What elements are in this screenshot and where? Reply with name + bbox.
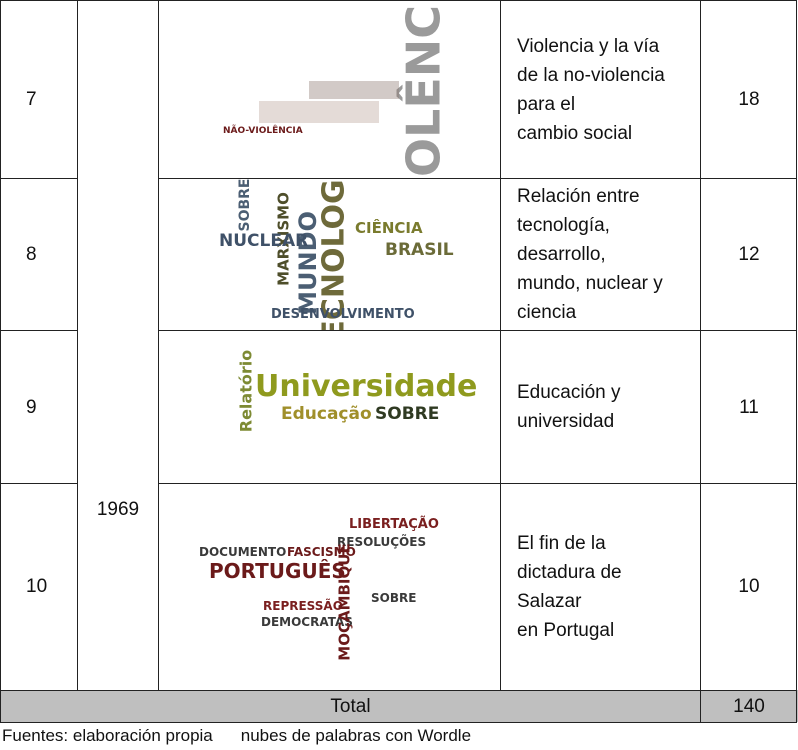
cloud-filler [259,101,379,123]
topic: Educación y universidad [501,331,700,483]
topic: El fin de la dictadura de Salazar en Por… [501,484,700,690]
cloud-word: DESENVOLVIMENTO [271,307,415,322]
topic-line: Salazar [517,587,581,616]
topic-line: Educación y [517,378,621,407]
cloud-word: SOBRE [237,179,253,232]
footnote-source: Fuentes: elaboración propia [2,726,213,745]
cloud-word: CIÊNCIA [355,218,423,237]
cloud-word: Relatório [237,350,256,432]
cloud-word: SOBRE [375,404,439,424]
word-cloud: LIBERTAÇÃO RESOLUÇÕES DOCUMENTO FASCISMO… [159,484,500,690]
topic: Violencia y la vía de la no-violencia pa… [501,1,700,178]
cloud-word: Educação [281,404,372,424]
total-label: Total [1,691,700,722]
row-number: 7 [26,80,37,120]
border [0,178,78,179]
cloud-word: SOBRE [371,591,416,605]
row-number: 8 [26,235,37,275]
cloud-word: REPRESSÃO [263,598,343,613]
border [0,0,1,722]
cloud-word: Universidade [255,369,477,404]
row-number: 9 [26,388,37,428]
cloud-word: BRASIL [385,240,454,260]
topic-line: universidad [517,407,614,436]
topic-line: dictadura de [517,558,622,587]
footnote-detail: nubes de palabras con Wordle [241,726,471,745]
topic-line: cambio social [517,119,632,148]
cloud-word: NÃO-VIOLÊNCIA [223,124,303,136]
row-number: 10 [26,567,47,607]
border [0,722,797,723]
total-value: 140 [701,691,797,722]
cloud-filler [309,81,399,99]
cloud-word: MUNDO [294,211,322,315]
border [0,483,78,484]
topic-line: El fin de la [517,529,606,558]
topic-line: Relación entre [517,182,640,211]
year: 1969 [78,490,158,530]
topic-line: en Portugal [517,616,614,645]
topic: Relación entre tecnología, desarrollo, m… [501,179,700,330]
count: 11 [701,388,797,428]
count: 12 [701,235,797,275]
cloud-word: DOCUMENTO [199,545,286,559]
border [0,330,78,331]
cloud-word: VIOLÊNCIA [397,1,451,178]
topic-line: para el [517,90,575,119]
cloud-word: PORTUGUÊS [209,559,346,583]
word-cloud: VIOLÊNCIA NÃO-VIOLÊNCIA [159,1,500,178]
border [77,0,78,690]
topic-line: tecnología, [517,211,610,240]
count: 18 [701,80,797,120]
cloud-word: NUCLEAR [219,231,308,251]
count: 10 [701,567,797,607]
topic-line: desarrollo, [517,240,606,269]
word-cloud: TECNOLOGIA MUNDO MARXISMO SOBRE NUCLEAR … [159,179,500,330]
topic-line: ciencia [517,298,576,327]
cloud-word: LIBERTAÇÃO [349,516,439,532]
topic-line: de la no-violencia [517,61,665,90]
topic-line: Violencia y la vía [517,32,659,61]
cloud-word: MOÇAMBIQUE [336,543,354,660]
topic-line: mundo, nuclear y [517,269,663,298]
table-page: 1969 7 VIOLÊNCIA NÃO-VIOLÊNCIA Violencia… [0,0,798,750]
footnote: Fuentes: elaboración propia nubes de pala… [2,726,471,746]
word-cloud: Universidade Educação SOBRE Relatório [159,331,500,483]
